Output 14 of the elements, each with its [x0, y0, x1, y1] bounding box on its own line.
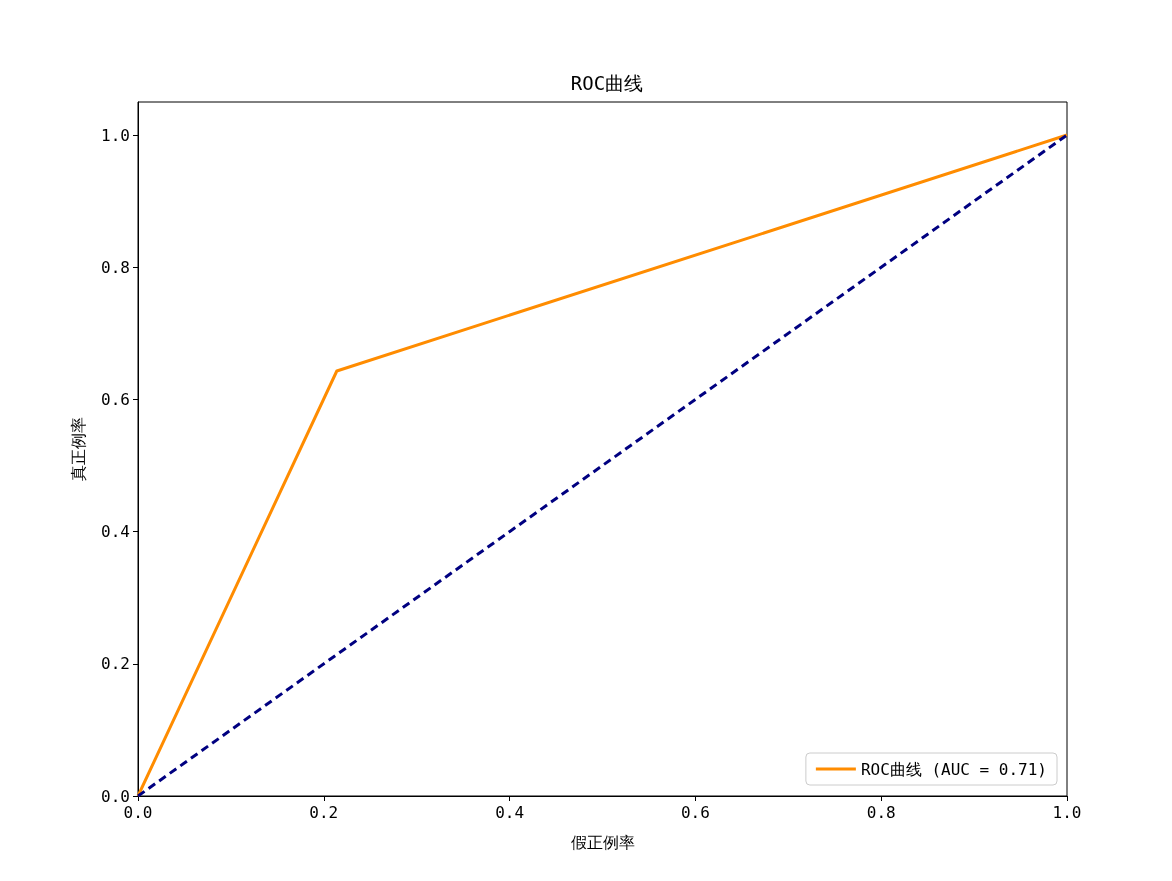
chart-title: ROC曲线 [570, 71, 644, 94]
y-tick-label: 0.4 [101, 522, 130, 542]
y-tick-label: 0.8 [101, 257, 130, 277]
x-tick-label: 0.2 [309, 802, 339, 822]
y-tick-label: 0.6 [101, 389, 130, 409]
y-tick-label: 0.2 [101, 654, 130, 674]
x-tick-label: 1.0 [1052, 802, 1082, 822]
y-tick-label: 1.0 [101, 125, 130, 145]
y-axis-title: 真正例率 [68, 417, 88, 481]
x-tick-label: 0.6 [680, 802, 710, 822]
x-axis-title: 假正例率 [570, 832, 635, 852]
x-tick-label: 0.8 [866, 802, 896, 822]
x-tick-label: 0.4 [495, 802, 525, 822]
legend-label: ROC曲线 (AUC = 0.71) [860, 759, 1047, 779]
